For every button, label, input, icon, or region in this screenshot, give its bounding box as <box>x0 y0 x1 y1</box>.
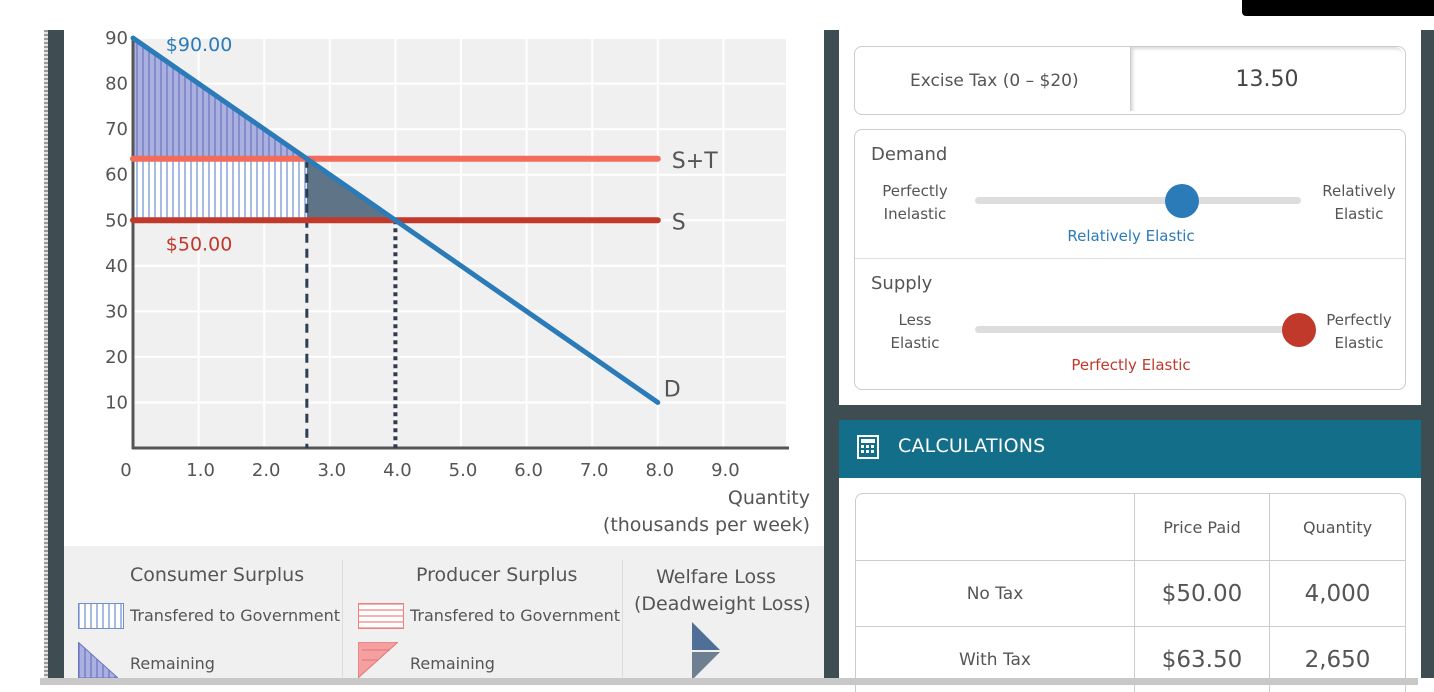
supply-right-line2: Elastic <box>1334 334 1384 352</box>
calculator-icon <box>857 435 879 459</box>
welfare-heading-line2: (Deadweight Loss) <box>634 593 811 615</box>
excise-tax-label: Excise Tax (0 – $20) <box>910 71 1079 91</box>
legend-separator <box>622 560 623 678</box>
row-label: With Tax <box>855 626 1134 692</box>
supply-demand-chart: 90 80 70 60 50 40 30 20 10 0 1.0 2.0 3.0 4.0 5.0 6.0 7.0… <box>105 30 789 481</box>
excise-tax-value: 13.50 <box>1235 67 1299 92</box>
x-tick-label: 0 <box>120 460 131 481</box>
x-tick-label: 9.0 <box>711 460 740 481</box>
row-price: $63.50 <box>1133 626 1270 692</box>
welfare-loss-swatch-icon <box>692 622 720 680</box>
top-black-bar <box>1242 0 1434 16</box>
price-paid-header: Price Paid <box>1133 493 1270 560</box>
row-label: No Tax <box>855 560 1134 626</box>
table-header-blank <box>855 493 1134 560</box>
supply-title: Supply <box>871 273 933 294</box>
quantity-header: Quantity <box>1269 493 1406 560</box>
consumer-remaining-label: Remaining <box>130 654 215 673</box>
demand-label: D <box>664 377 681 402</box>
row-quantity: 2,650 <box>1269 626 1406 692</box>
controls-card: Excise Tax (0 – $20) 13.50 Demand Perfec… <box>839 30 1421 405</box>
x-tick-label: 1.0 <box>186 460 215 481</box>
y-tick-label: 20 <box>105 347 128 368</box>
demand-left-line1: Perfectly <box>882 182 948 200</box>
demand-line <box>130 35 661 405</box>
controls-divider <box>855 258 1405 259</box>
panel-divider <box>824 30 839 678</box>
calculations-title: CALCULATIONS <box>898 435 1046 457</box>
producer-transfer-swatch-icon <box>358 603 404 629</box>
producer-transfer-label: Transfered to Government <box>410 606 620 625</box>
supply-label: S <box>672 210 686 235</box>
legend-consumer-heading: Consumer Surplus <box>130 564 305 586</box>
row-quantity: 4,000 <box>1269 560 1406 626</box>
elasticity-controls: Demand Perfectly Inelastic Relatively El… <box>854 129 1406 390</box>
calculations-table: Price Paid Quantity No Tax $50.00 4,000 … <box>855 493 1406 692</box>
supply-left-line1: Less <box>898 311 932 329</box>
demand-current-value: Relatively Elastic <box>1067 227 1195 245</box>
calculations-header[interactable] <box>839 420 1421 478</box>
x-tick-label: 2.0 <box>252 460 281 481</box>
consumer-transfer-label: Transfered to Government <box>130 606 340 625</box>
demand-left-line2: Inelastic <box>883 205 947 223</box>
row-price: $50.00 <box>1133 560 1270 626</box>
plot-background <box>133 38 786 449</box>
y-tick-label: 80 <box>105 74 128 95</box>
producer-remaining-swatch-icon <box>358 642 398 678</box>
chart-panel: 90 80 70 60 50 40 30 20 10 0 1.0 2.0 3.0 4.0 5.0 6.0 7.0… <box>64 30 824 546</box>
demand-right-line1: Relatively <box>1322 182 1396 200</box>
legend-producer-heading: Producer Surplus <box>416 564 578 586</box>
price-low-label: $50.00 <box>166 233 232 255</box>
y-tick-label: 70 <box>105 119 128 140</box>
y-tick-label: 90 <box>105 30 128 49</box>
consumer-remaining-swatch-icon <box>78 642 118 678</box>
supply-left-line2: Elastic <box>890 334 940 352</box>
supply-left-label: Less Elastic <box>875 309 955 355</box>
x-tick-label: 5.0 <box>449 460 478 481</box>
x-axis-label-line2: (thousands per week) <box>602 514 810 536</box>
left-edge-stripe <box>44 30 48 678</box>
demand-left-label: Perfectly Inelastic <box>875 180 955 226</box>
demand-right-line2: Elastic <box>1334 205 1384 223</box>
demand-right-label: Relatively Elastic <box>1319 180 1399 226</box>
welfare-heading-line1: Welfare Loss <box>656 566 776 588</box>
supply-plus-tax-label: S+T <box>672 149 718 174</box>
y-tick-label: 50 <box>105 210 128 231</box>
chart-legend: Consumer Surplus Transfered to Governmen… <box>64 546 824 680</box>
demand-slider-handle[interactable] <box>1164 184 1199 218</box>
x-tick-label: 6.0 <box>514 460 543 481</box>
demand-title: Demand <box>871 144 948 165</box>
supply-right-label: Perfectly Elastic <box>1319 309 1399 355</box>
table-row: With Tax $63.50 2,650 <box>855 626 1406 692</box>
table-header-row: Price Paid Quantity <box>855 493 1406 560</box>
table-row: No Tax $50.00 4,000 <box>855 560 1406 626</box>
y-tick-label: 30 <box>105 301 128 322</box>
supply-slider-track[interactable] <box>975 326 1301 333</box>
x-axis-label-line1: Quantity <box>727 487 810 509</box>
left-frame-bar <box>48 30 64 678</box>
x-tick-label: 7.0 <box>580 460 609 481</box>
x-axis-label: Quantity (thousands per week) <box>603 485 810 539</box>
supply-slider-handle[interactable] <box>1282 313 1316 347</box>
excise-tax-control: Excise Tax (0 – $20) 13.50 <box>854 46 1406 115</box>
supply-right-line1: Perfectly <box>1326 311 1392 329</box>
y-tick-label: 40 <box>105 256 128 277</box>
excise-tax-input[interactable]: 13.50 <box>1130 47 1403 111</box>
x-tick-label: 4.0 <box>383 460 412 481</box>
price-high-label: $90.00 <box>166 34 232 56</box>
horizontal-scrollbar[interactable] <box>40 678 1418 685</box>
legend-separator <box>342 560 343 678</box>
legend-welfare-heading: Welfare Loss (Deadweight Loss) <box>634 564 811 618</box>
x-tick-label: 8.0 <box>645 460 674 481</box>
demand-slider-track[interactable] <box>975 197 1301 204</box>
producer-remaining-label: Remaining <box>410 654 495 673</box>
x-tick-label: 3.0 <box>317 460 346 481</box>
calculations-card <box>839 478 1421 678</box>
y-tick-label: 10 <box>105 392 128 413</box>
tax-revenue-area <box>133 158 307 221</box>
consumer-transfer-swatch-icon <box>78 603 124 629</box>
supply-current-value: Perfectly Elastic <box>1071 356 1191 374</box>
y-tick-label: 60 <box>105 165 128 186</box>
